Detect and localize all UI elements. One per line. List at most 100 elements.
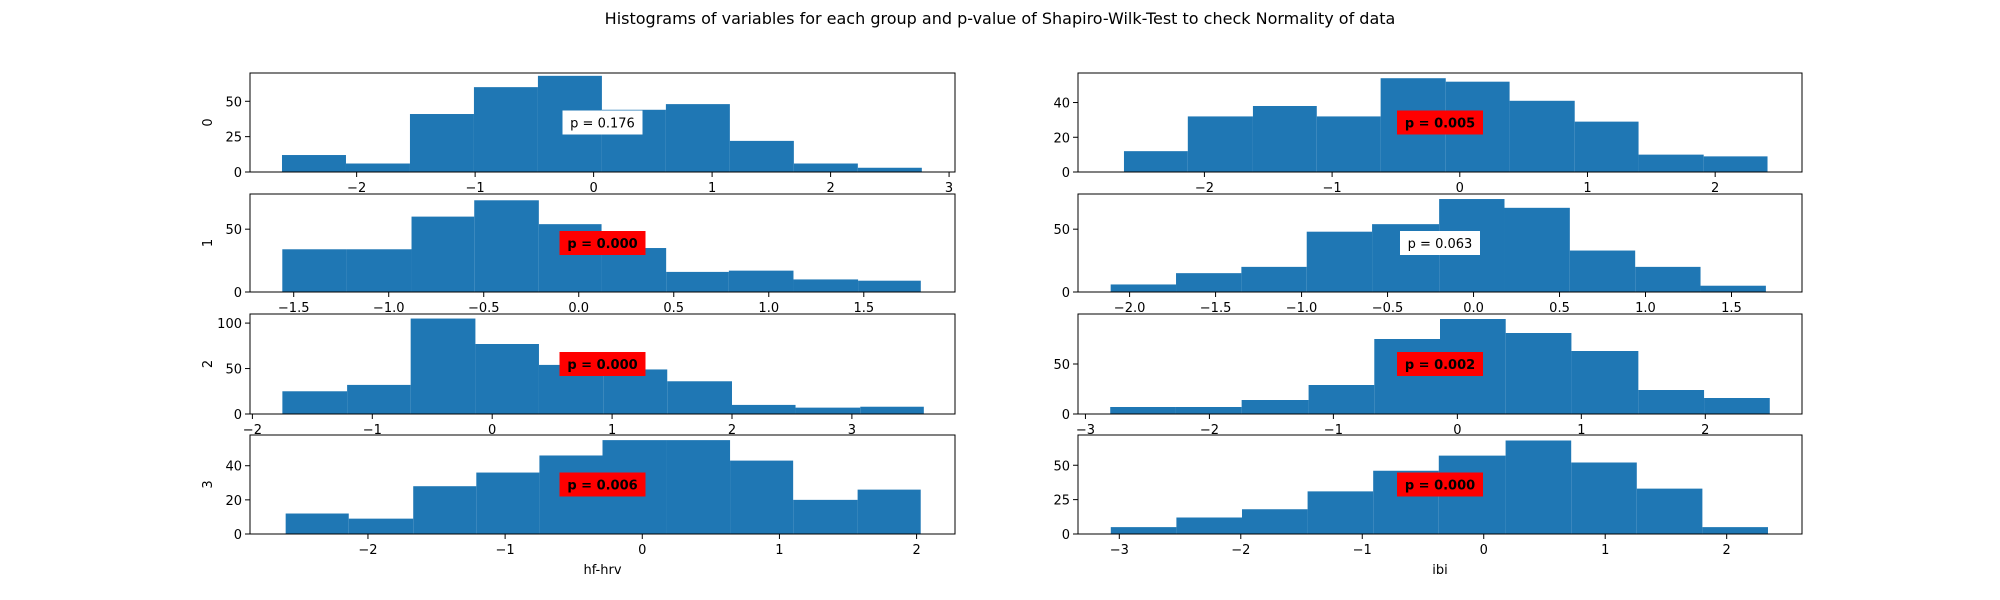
histogram-bar [347,384,411,414]
histogram-bar [1703,156,1768,172]
x-tick-label: −2 [1231,543,1250,558]
p-value-label: p = 0.176 [570,117,635,132]
histogram-bar [860,406,924,414]
histogram-bar [1316,116,1381,172]
x-tick-label: 0.5 [663,301,684,316]
x-tick-label: 0 [638,543,646,558]
histogram-bar [1306,231,1373,292]
y-tick-label: 0 [234,286,242,301]
y-tick-label: 50 [225,95,242,110]
histogram-bar [1704,398,1770,414]
y-tick-label: 20 [225,494,242,509]
axes-frame [249,72,956,173]
x-tick-label: −2 [347,181,366,196]
histogram-bar [1505,333,1572,414]
histogram-bar [1571,351,1639,414]
histogram-bar [474,200,539,292]
x-tick-label: −1 [1324,423,1343,438]
x-tick-label: −1.0 [1286,301,1318,316]
histogram-bar [1700,285,1766,292]
histogram-bar [1509,100,1575,172]
histogram-bar [603,369,668,414]
histogram-bar [666,271,729,292]
y-tick-label: 0 [1062,286,1070,301]
x-tick-label: −1.5 [1200,301,1232,316]
y-tick-label: 40 [225,460,242,475]
histogram-bar [1110,527,1177,534]
x-tick-label: 0.5 [1549,301,1570,316]
histogram-bar [475,344,539,414]
y-axis-label: 0 [201,118,216,126]
y-tick-label: 50 [225,363,242,378]
y-axis-label: 3 [201,480,216,488]
histogram-bar [793,499,858,534]
x-tick-label: −1 [466,181,485,196]
histogram-bar [1635,266,1701,292]
histogram-bar [1638,390,1705,414]
x-tick-label: 1.5 [1721,301,1742,316]
y-tick-label: 0 [1062,408,1070,423]
x-tick-label: 2 [1723,543,1731,558]
y-axis-label: 2 [201,360,216,368]
x-tick-label: 0 [1453,423,1461,438]
histogram-bar [1110,284,1177,292]
histogram-bar [476,472,540,534]
axes-frame [249,193,956,293]
x-tick-label: 0 [1456,181,1464,196]
histogram-bar [409,114,474,172]
x-tick-label: −1.5 [278,301,310,316]
x-tick-label: −3 [1076,423,1095,438]
axes-frame [1077,434,1803,535]
histogram-bar [282,391,348,414]
y-tick-label: 50 [1053,223,1070,238]
histogram-bar [1110,407,1176,414]
histogram-bar [1505,440,1572,534]
histogram-bar [667,381,732,414]
histogram-bar [1241,400,1309,414]
x-tick-label: −3 [1110,543,1129,558]
histogram-bar [1374,339,1440,414]
p-value-box [559,352,646,376]
histogram-bar [346,249,412,292]
subplot-2-0: −2 −1 0 1 2 3 0 50 100 2 p = 0.000 [201,313,956,438]
x-tick-label: −2 [1200,423,1219,438]
histogram-bar [1176,517,1242,534]
p-value-box [1397,110,1483,135]
histogram-bar [666,440,731,534]
histogram-bar [1574,121,1639,172]
histogram-bar [1307,491,1374,534]
y-tick-label: 50 [225,223,242,238]
histogram-bar [857,489,921,534]
x-tick-label: 0 [488,423,496,438]
x-tick-label: −1 [363,423,382,438]
x-axis-label: ibi [1432,563,1447,578]
histogram-bar [858,280,921,292]
p-value-label: p = 0.005 [1405,117,1475,132]
y-tick-label: 25 [225,131,242,146]
y-tick-label: 20 [1053,131,1070,146]
histogram-bar [1123,151,1188,172]
p-value-label: p = 0.000 [567,358,637,373]
y-tick-label: 100 [217,317,242,332]
histogram-bar [411,216,475,292]
subplot-3-1: −3 −2 −1 0 1 2 0 25 50 ibi p = 0.000 [1053,434,1803,578]
x-tick-label: 1 [1601,543,1609,558]
histogram-bar [1241,509,1308,534]
histogram-bar [1702,527,1768,534]
p-value-box [1400,231,1480,255]
subplot-2-1: −3 −2 −1 0 1 2 0 50 p = 0.002 [1053,313,1803,438]
histogram-bar [410,318,476,414]
histogram-bar [348,518,414,534]
histogram-bar [1636,488,1703,534]
y-tick-label: 0 [234,408,242,423]
x-tick-label: 1 [1577,423,1585,438]
x-tick-label: −1.0 [373,301,405,316]
x-tick-label: −1 [1323,181,1342,196]
x-tick-label: 2 [728,423,736,438]
x-tick-label: 1 [608,423,616,438]
x-tick-label: 1.0 [1635,301,1656,316]
y-tick-label: 50 [1053,459,1070,474]
subplot-1-0: −1.5 −1.0 −0.5 0.0 0.5 1.0 1.5 0 50 1 p = 0.000 [201,193,956,316]
